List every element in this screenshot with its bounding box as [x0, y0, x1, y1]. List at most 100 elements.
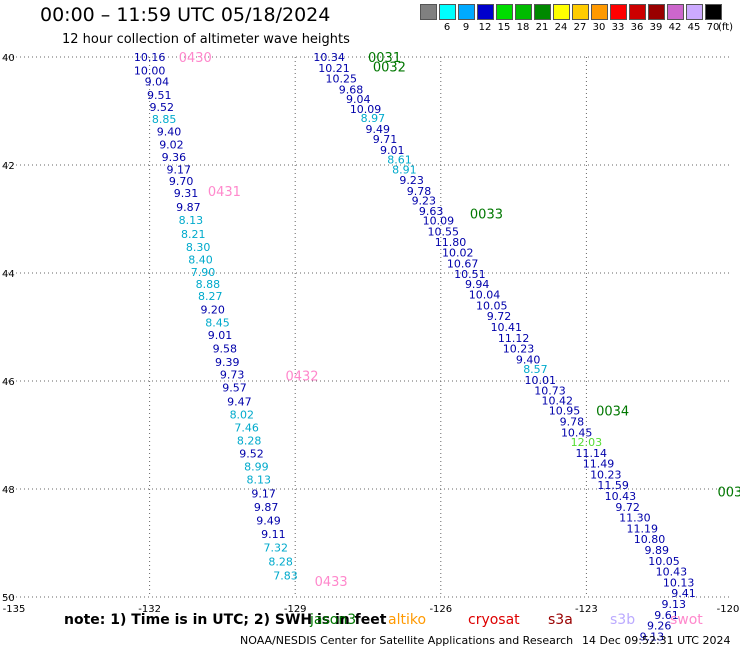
- footnote: note: 1) Time is in UTC; 2) SWH is in fe…: [64, 612, 387, 628]
- legend-swatch: [515, 4, 532, 20]
- wave-height-value: 10.09: [423, 215, 455, 228]
- generated-timestamp: 14 Dec 09:52:31 UTC 2024: [582, 634, 731, 647]
- credit-text: NOAA/NESDIS Center for Satellite Applica…: [240, 634, 574, 647]
- lat-tick-label: 42: [2, 161, 15, 172]
- wave-height-value: 9.40: [516, 353, 541, 366]
- map-subtitle: 12 hour collection of altimeter wave hei…: [62, 32, 350, 47]
- wave-height-value: 9.39: [215, 356, 240, 369]
- wave-height-value: 10.43: [605, 490, 637, 503]
- wave-height-value: 12.03: [571, 436, 603, 449]
- wave-height-value: 7.46: [234, 421, 259, 434]
- wave-height-value: 8.85: [152, 113, 177, 126]
- wave-height-value: 9.17: [166, 163, 191, 176]
- wave-height-value: 9.51: [147, 89, 172, 102]
- wave-height-value: 10.13: [663, 576, 695, 589]
- legend-swatch: [629, 4, 646, 20]
- wave-height-value: 8.57: [523, 363, 548, 376]
- wave-height-value: 9.72: [487, 310, 512, 323]
- legend-label: 42: [668, 22, 682, 33]
- lon-tick-label: -132: [138, 604, 161, 615]
- legend-label: 24: [554, 22, 568, 33]
- legend-label: 70: [706, 22, 720, 33]
- wave-height-value: 7.90: [191, 266, 216, 279]
- wave-height-value: 9.23: [412, 195, 437, 208]
- wave-height-value: 10.25: [326, 73, 358, 86]
- wave-height-value: 11.80: [435, 236, 467, 249]
- wave-height-value: 9.78: [560, 416, 585, 429]
- wave-height-value: 10.23: [590, 468, 622, 481]
- wave-height-value: 10.00: [134, 65, 166, 78]
- wave-height-value: 8.28: [237, 434, 262, 447]
- legend-unit: (ft): [718, 22, 734, 33]
- mission-label: altiko: [388, 612, 427, 628]
- lat-tick-label: 48: [2, 485, 15, 496]
- wave-height-value: 9.41: [671, 587, 696, 600]
- wave-height-value: 9.26: [647, 620, 672, 633]
- lon-tick-label: -120: [717, 604, 740, 615]
- wave-height-value: 9.94: [465, 278, 490, 291]
- mission-label: swot: [670, 612, 703, 628]
- legend-swatch: [610, 4, 627, 20]
- wave-height-value: 8.02: [230, 408, 255, 421]
- wave-height-value: 8.91: [392, 163, 417, 176]
- wave-height-value: 11.19: [626, 522, 658, 535]
- pass-time-label: 0034: [596, 405, 629, 420]
- legend-swatch: [686, 4, 703, 20]
- legend-label: 39: [649, 22, 663, 33]
- wave-height-value: 9.52: [239, 447, 264, 460]
- wave-height-value: 8.99: [244, 460, 269, 473]
- mission-label: cryosat: [468, 612, 520, 628]
- wave-height-value: 10.55: [427, 225, 459, 238]
- wave-height-value: 10.80: [634, 533, 666, 546]
- legend-swatch: [477, 4, 494, 20]
- wave-height-value: 10.21: [318, 62, 350, 75]
- wave-height-value: 9.68: [339, 83, 364, 96]
- wave-height-value: 9.04: [346, 93, 371, 106]
- legend-swatch: [648, 4, 665, 20]
- wave-height-value: 9.73: [220, 369, 245, 382]
- wave-height-value: 10.04: [469, 289, 501, 302]
- wave-height-value: 10.42: [542, 394, 574, 407]
- legend-swatch: [667, 4, 684, 20]
- wave-height-value: 10.73: [534, 385, 566, 398]
- legend-label: 36: [630, 22, 644, 33]
- mission-label: s3a: [548, 612, 573, 628]
- legend-swatch: [591, 4, 608, 20]
- wave-height-value: 9.31: [174, 187, 199, 200]
- wave-height-value: 10.34: [313, 51, 345, 64]
- wave-height-value: 9.72: [615, 501, 640, 514]
- wave-height-value: 9.47: [227, 396, 252, 409]
- wave-height-value: 9.40: [157, 126, 182, 139]
- wave-height-value: 10.09: [350, 103, 382, 116]
- wave-height-value: 9.71: [373, 133, 398, 146]
- pass-time-label: 0433: [315, 575, 348, 590]
- wave-height-value: 11.30: [619, 512, 651, 525]
- legend-label: 9: [462, 22, 470, 33]
- wave-height-value: 10.67: [447, 257, 479, 270]
- wave-height-value: 8.27: [198, 290, 223, 303]
- legend-swatch: [553, 4, 570, 20]
- wave-height-value: 8.21: [181, 228, 206, 241]
- legend-label: 30: [592, 22, 606, 33]
- legend-label: 45: [687, 22, 701, 33]
- pass-time-label: 0430: [179, 51, 212, 66]
- legend-label: 12: [478, 22, 492, 33]
- wave-height-value: 9.70: [169, 175, 194, 188]
- wave-height-value: 10.41: [491, 321, 523, 334]
- wave-height-value: 11.14: [576, 447, 608, 460]
- wave-height-value: 8.13: [179, 214, 204, 227]
- legend-label: 18: [516, 22, 530, 33]
- mission-label: s3b: [610, 612, 636, 628]
- legend-swatch: [439, 4, 456, 20]
- wave-height-value: 9.01: [208, 329, 233, 342]
- legend-swatch: [458, 4, 475, 20]
- wave-height-value: 10.45: [561, 426, 593, 439]
- wave-height-value: 9.11: [261, 528, 286, 541]
- legend-label: 6: [443, 22, 451, 33]
- wave-height-value: 7.32: [264, 541, 289, 554]
- map-title: 00:00 – 11:59 UTC 05/18/2024: [40, 4, 331, 26]
- wave-height-value: 9.87: [254, 501, 279, 514]
- wave-height-value: 9.36: [162, 151, 187, 164]
- wave-height-value: 10.95: [549, 405, 581, 418]
